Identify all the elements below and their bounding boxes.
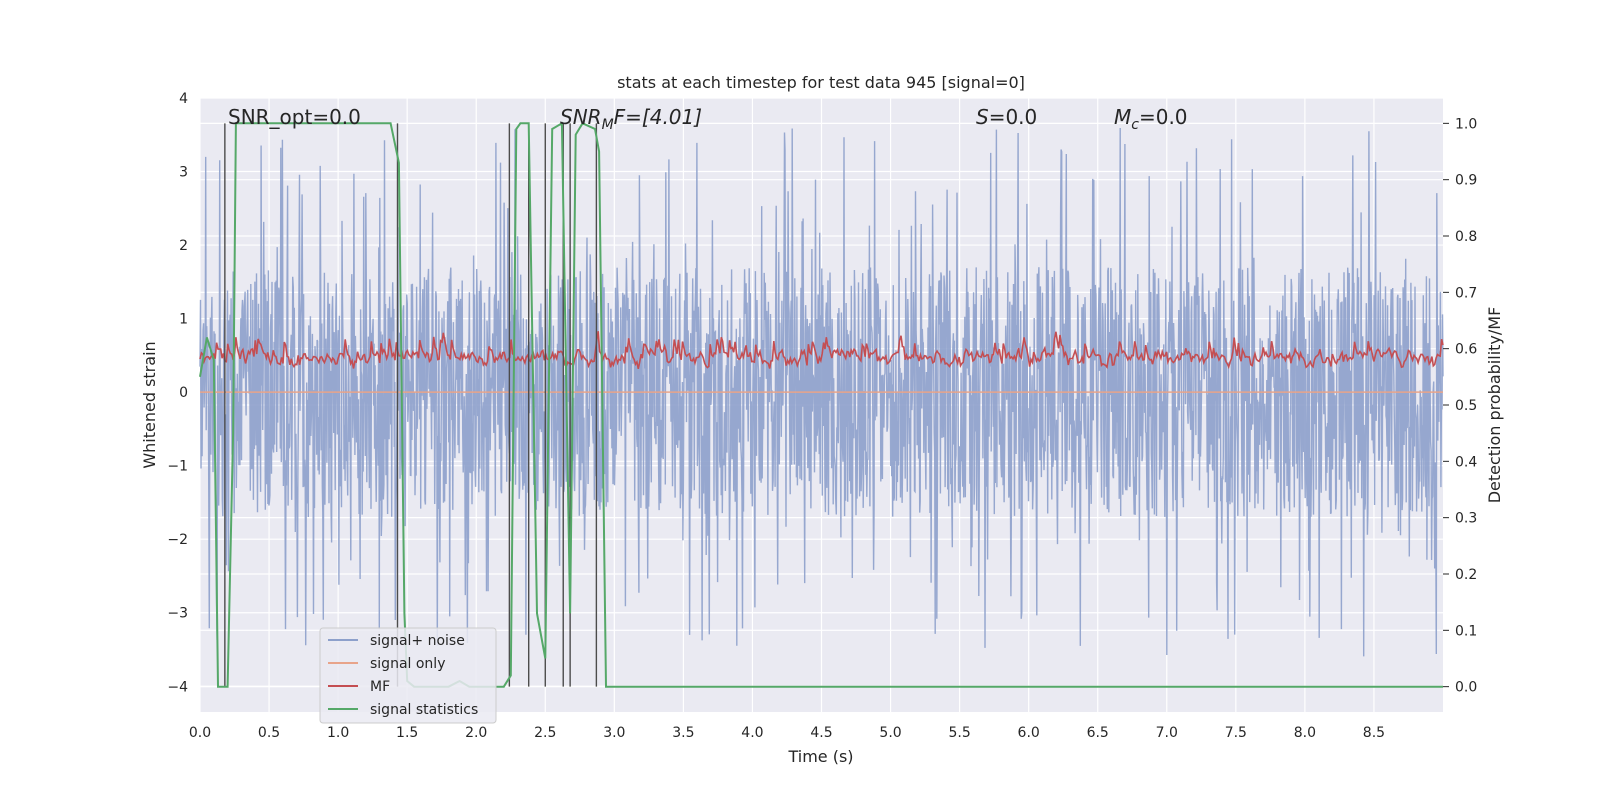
annotation-mc-main: M (1114, 105, 1131, 129)
y-tick-label: 4 (179, 91, 188, 107)
y2-tick-label: 0.3 (1455, 511, 1477, 527)
y2-tick-label: 0.8 (1455, 229, 1477, 245)
y-tick-label: 1 (179, 312, 188, 328)
y-tick-label: −3 (167, 606, 188, 622)
x-tick-label: 4.0 (741, 725, 763, 741)
y-tick-labels: −4 −3 −2 −1 0 1 2 3 4 (167, 91, 188, 695)
x-tick-label: 7.5 (1225, 725, 1247, 741)
x-tick-label: 6.5 (1087, 725, 1109, 741)
y2-tick-label: 0.5 (1455, 398, 1477, 414)
marker-layer (224, 123, 598, 687)
legend-box (319, 627, 497, 724)
series-signal-statistics (199, 121, 1443, 688)
stat-layer (199, 121, 1443, 688)
annotation-s-rest: =0.0 (989, 105, 1038, 129)
y2-axis-label: Detection probability/MF (1485, 307, 1504, 504)
x-tick-label: 3.0 (603, 725, 625, 741)
y2-tick-label: 0.9 (1455, 173, 1477, 189)
x-tick-label: 5.0 (879, 725, 901, 741)
annotation-s: S=0.0 (976, 105, 1037, 129)
x-tick-label: 1.5 (396, 725, 418, 741)
y2-tick-label: 0.1 (1455, 623, 1477, 639)
x-tick-label: 0.0 (189, 725, 211, 741)
data-layer (199, 127, 1444, 657)
annotation-snr-opt: SNR_opt=0.0 (228, 105, 361, 129)
x-tick-label: 6.0 (1018, 725, 1040, 741)
y-tick-label: 3 (179, 165, 188, 181)
x-tick-label: 2.0 (465, 725, 487, 741)
x-tick-label: 0.5 (258, 725, 280, 741)
legend-label-signal-only: signal only (370, 656, 445, 672)
x-tick-label: 1.0 (327, 725, 349, 741)
annotation-snr-mf-rest: F=[4.01] (614, 105, 702, 129)
x-tick-labels: 0.0 0.5 1.0 1.5 2.0 2.5 3.0 3.5 4.0 4.5 5.0 5.5 6.0 6… (189, 725, 1385, 741)
annotation-snr-mf-sub: M (602, 117, 614, 133)
annotation-mc-sub: c (1131, 117, 1139, 133)
y2-tick-labels: 0.0 0.1 0.2 0.3 0.4 0.5 0.6 0.7 0.8 0.9 1.0 (1443, 116, 1477, 696)
y2-tick-label: 0.0 (1455, 680, 1477, 696)
y2-tick-label: 0.7 (1455, 285, 1477, 301)
y-tick-label: −2 (167, 532, 188, 548)
x-tick-label: 2.5 (534, 725, 556, 741)
annotation-snr-mf: SNRMF=[4.01] (560, 105, 702, 133)
x-axis-label: Time (s) (787, 747, 853, 766)
x-tick-label: 7.0 (1156, 725, 1178, 741)
y2-tick-label: 1.0 (1455, 116, 1477, 132)
x-tick-label: 5.5 (948, 725, 970, 741)
y2-tick-label: 0.2 (1455, 567, 1477, 583)
annotation-snr-mf-main: SNR (560, 105, 602, 129)
legend-label-mf: MF (370, 679, 390, 695)
legend-label-signal-statistics: signal statistics (370, 702, 478, 718)
y-tick-label: 2 (179, 238, 188, 254)
x-tick-label: 3.5 (672, 725, 694, 741)
legend: signal+ noise signal only MF signal stat… (319, 627, 497, 724)
chart-title: stats at each timestep for test data 945… (617, 73, 1025, 92)
legend-label-signal-noise: signal+ noise (370, 633, 465, 649)
y-axis-label: Whitened strain (140, 341, 159, 468)
annotation-mc-rest: =0.0 (1139, 105, 1188, 129)
y-tick-label: −4 (167, 679, 188, 695)
y-tick-label: −1 (167, 459, 188, 475)
x-tick-label: 8.5 (1363, 725, 1385, 741)
y2-tick-label: 0.4 (1455, 454, 1477, 470)
y2-tick-label: 0.6 (1455, 342, 1477, 358)
series-signal-noise (199, 127, 1444, 657)
x-tick-label: 4.5 (810, 725, 832, 741)
annotation-mc: Mc=0.0 (1114, 105, 1188, 133)
series-mf (199, 331, 1444, 370)
annotation-s-main: S (976, 105, 989, 129)
x-tick-label: 8.0 (1294, 725, 1316, 741)
y-tick-label: 0 (179, 385, 188, 401)
